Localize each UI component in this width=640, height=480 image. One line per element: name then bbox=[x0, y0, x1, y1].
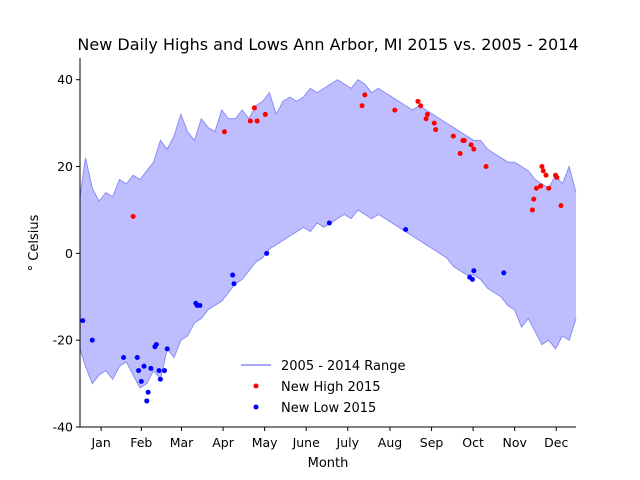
x-tick-label-feb: Feb bbox=[130, 435, 152, 450]
y-tick-label: 40 bbox=[57, 72, 73, 87]
new-high-point bbox=[554, 174, 560, 180]
new-low-point bbox=[156, 368, 162, 374]
new-low-point bbox=[121, 355, 127, 361]
new-low-point bbox=[80, 318, 86, 324]
new-high-point bbox=[531, 196, 537, 202]
x-tick-label-mar: Mar bbox=[170, 435, 194, 450]
new-high-point bbox=[247, 118, 253, 124]
y-tick-label: 0 bbox=[65, 246, 73, 261]
x-tick-label-dec: Dec bbox=[544, 435, 568, 450]
new-high-point bbox=[471, 146, 477, 152]
new-low-point bbox=[230, 272, 236, 278]
new-high-points bbox=[130, 92, 564, 219]
new-high-point bbox=[457, 151, 463, 157]
x-tick-label-may: May bbox=[252, 435, 278, 450]
range-band-upper-edge bbox=[79, 79, 577, 203]
new-low-point bbox=[161, 368, 167, 374]
range-band bbox=[80, 79, 576, 388]
new-high-point bbox=[221, 129, 227, 135]
new-low-point bbox=[141, 363, 147, 369]
x-tick-label-jan: Jan bbox=[90, 435, 110, 450]
new-low-point bbox=[469, 276, 475, 282]
new-high-point bbox=[558, 203, 564, 209]
legend: 2005 - 2014 Range New High 2015 New Low … bbox=[241, 359, 405, 416]
legend-low-label: New Low 2015 bbox=[281, 401, 376, 416]
new-low-points bbox=[80, 220, 507, 404]
new-low-point bbox=[471, 268, 477, 274]
x-tick-label-aug: Aug bbox=[378, 435, 402, 450]
y-axis-title: ° Celsius bbox=[27, 214, 42, 271]
new-high-point bbox=[254, 118, 260, 124]
chart-title: New Daily Highs and Lows Ann Arbor, MI 2… bbox=[77, 35, 578, 54]
new-high-point bbox=[540, 168, 546, 174]
new-low-point bbox=[153, 342, 159, 348]
plot-area bbox=[79, 79, 577, 404]
x-tick-label-june: June bbox=[292, 435, 321, 450]
new-high-point bbox=[546, 185, 552, 191]
new-low-point bbox=[264, 250, 270, 256]
new-low-point bbox=[134, 355, 140, 361]
new-high-point bbox=[533, 185, 539, 191]
new-high-point bbox=[468, 142, 474, 148]
new-high-point bbox=[130, 213, 136, 219]
new-high-point bbox=[529, 207, 535, 213]
new-high-point bbox=[543, 172, 549, 178]
legend-range-label: 2005 - 2014 Range bbox=[281, 359, 405, 374]
new-low-point bbox=[231, 281, 237, 287]
new-high-point bbox=[359, 103, 365, 109]
x-tick-label-apr: Apr bbox=[212, 435, 234, 450]
new-high-point bbox=[415, 98, 421, 104]
y-tick-label: 20 bbox=[57, 159, 73, 174]
y-ticks: 40 20 0 -20 -40 bbox=[53, 72, 80, 435]
x-ticks: Jan Feb Mar Apr May June July Aug Sep Oct Nov Dec bbox=[90, 427, 568, 450]
new-low-point bbox=[326, 220, 332, 226]
new-low-point bbox=[148, 365, 154, 371]
new-high-point bbox=[424, 111, 430, 117]
new-high-point bbox=[483, 164, 489, 170]
legend-high-label: New High 2015 bbox=[281, 380, 381, 395]
new-high-point bbox=[423, 116, 429, 122]
new-high-point bbox=[418, 103, 424, 109]
y-tick-label: -40 bbox=[53, 420, 73, 435]
x-tick-label-oct: Oct bbox=[462, 435, 484, 450]
new-high-point bbox=[431, 120, 437, 126]
new-low-point bbox=[197, 302, 203, 308]
new-low-point bbox=[89, 337, 95, 343]
new-low-point bbox=[144, 398, 150, 404]
new-high-point bbox=[539, 164, 545, 170]
new-low-point bbox=[157, 376, 163, 382]
new-low-point bbox=[403, 226, 409, 232]
new-low-point bbox=[138, 378, 144, 384]
new-high-point bbox=[461, 137, 467, 143]
x-axis-title: Month bbox=[308, 456, 349, 471]
new-low-point bbox=[501, 270, 507, 276]
new-high-point bbox=[538, 183, 544, 189]
y-tick-label: -20 bbox=[53, 333, 73, 348]
new-high-point bbox=[251, 105, 257, 111]
legend-low-marker bbox=[253, 404, 259, 410]
new-low-point bbox=[145, 389, 151, 395]
x-tick-label-nov: Nov bbox=[502, 435, 527, 450]
new-high-point bbox=[433, 127, 439, 133]
new-low-point bbox=[136, 368, 142, 374]
new-low-point bbox=[164, 346, 170, 352]
x-tick-label-sep: Sep bbox=[420, 435, 444, 450]
new-high-point bbox=[450, 133, 456, 139]
new-high-point bbox=[392, 107, 398, 113]
x-tick-label-july: July bbox=[336, 435, 360, 450]
range-band-lower-edge bbox=[79, 209, 577, 389]
axes: 40 20 0 -20 -40 Jan Feb Mar Apr May June July Aug Se… bbox=[53, 58, 576, 450]
new-high-point bbox=[362, 92, 368, 98]
legend-high-marker bbox=[253, 383, 259, 389]
new-high-point bbox=[262, 111, 268, 117]
